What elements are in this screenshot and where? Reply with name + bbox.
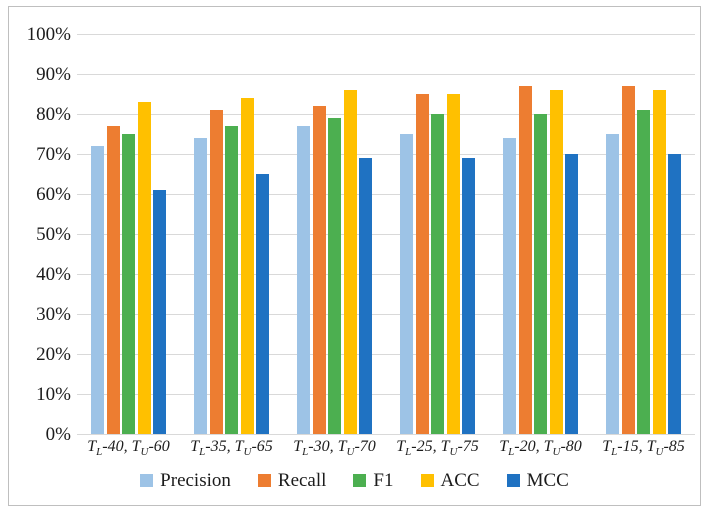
- x-tick-label-6: TL-15, TU-85: [602, 438, 685, 459]
- bar-f1-group4: [431, 114, 444, 434]
- y-tick-label: 40%: [36, 264, 71, 285]
- bar-f1-group2: [225, 126, 238, 434]
- bar-group-6: [606, 86, 681, 434]
- bar-recall-group5: [518, 86, 532, 434]
- x-tick-label-1: TL-40, TU-60: [87, 438, 170, 459]
- x-tick-label-4: TL-25, TU-75: [396, 438, 479, 459]
- bar-recall-group4: [415, 94, 429, 434]
- legend-item-acc: ACC: [420, 470, 480, 491]
- y-tick-label: 0%: [45, 424, 71, 445]
- bar-mcc-group1: [153, 190, 166, 434]
- legend-swatch-recall: [257, 474, 271, 487]
- bar-group-4: [400, 94, 475, 434]
- bar-acc-group4: [446, 94, 460, 434]
- y-tick-label: 20%: [36, 344, 71, 365]
- bar-acc-group3: [343, 90, 357, 434]
- legend-label: Precision: [160, 470, 231, 491]
- y-tick-label: 70%: [36, 144, 71, 165]
- bar-mcc-group4: [462, 158, 475, 434]
- gridline-100%: [77, 34, 695, 35]
- bar-recall-group6: [621, 86, 635, 434]
- bar-group-5: [503, 86, 578, 434]
- bar-group-3: [297, 90, 372, 434]
- legend-item-f1: F1: [353, 470, 394, 491]
- bar-recall-group1: [106, 126, 120, 434]
- gridline-10%: [77, 394, 695, 395]
- y-tick-label: 30%: [36, 304, 71, 325]
- bar-precision-group1: [91, 146, 104, 434]
- bar-precision-group6: [606, 134, 619, 434]
- legend-label: MCC: [526, 470, 569, 491]
- bar-f1-group1: [122, 134, 135, 434]
- bar-precision-group5: [503, 138, 516, 434]
- y-tick-label: 100%: [26, 24, 71, 45]
- gridline-30%: [77, 314, 695, 315]
- bar-precision-group3: [297, 126, 310, 434]
- bar-mcc-group6: [668, 154, 681, 434]
- legend-item-precision: Precision: [140, 471, 231, 490]
- legend-item-mcc: MCC: [506, 470, 569, 491]
- gridline-20%: [77, 354, 695, 355]
- x-tick-label-2: TL-35, TU-65: [190, 438, 273, 459]
- bar-recall-group3: [312, 106, 326, 434]
- gridline-80%: [77, 114, 695, 115]
- gridline-40%: [77, 274, 695, 275]
- legend-item-recall: Recall: [257, 470, 327, 491]
- bar-acc-group6: [652, 90, 666, 434]
- y-tick-label: 80%: [36, 104, 71, 125]
- legend: Precision Recall F1 ACC MCC: [9, 471, 700, 490]
- bar-mcc-group5: [565, 154, 578, 434]
- gridline-0%: [77, 434, 695, 435]
- bar-acc-group2: [240, 98, 254, 434]
- legend-label: ACC: [440, 470, 480, 491]
- bar-acc-group1: [137, 102, 151, 434]
- bar-precision-group4: [400, 134, 413, 434]
- gridline-60%: [77, 194, 695, 195]
- y-tick-label: 60%: [36, 184, 71, 205]
- bar-recall-group2: [209, 110, 223, 434]
- legend-swatch-mcc: [506, 474, 520, 487]
- bar-group-1: [91, 102, 166, 434]
- y-tick-label: 10%: [36, 384, 71, 405]
- bar-precision-group2: [194, 138, 207, 434]
- gridline-70%: [77, 154, 695, 155]
- bar-f1-group3: [328, 118, 341, 434]
- legend-label: F1: [373, 470, 394, 491]
- x-tick-label-5: TL-20, TU-80: [499, 438, 582, 459]
- bar-f1-group5: [534, 114, 547, 434]
- y-tick-label: 90%: [36, 64, 71, 85]
- y-tick-label: 50%: [36, 224, 71, 245]
- chart-frame: 0% 10% 20% 30% 40% 50% 60% 70% 80% 90% 100% TL-40,…: [8, 6, 701, 506]
- legend-swatch-precision: [140, 474, 154, 487]
- gridline-50%: [77, 234, 695, 235]
- legend-swatch-f1: [353, 474, 367, 487]
- bar-acc-group5: [549, 90, 563, 434]
- legend-swatch-acc: [420, 474, 434, 487]
- bar-group-2: [194, 98, 269, 434]
- bar-f1-group6: [637, 110, 650, 434]
- bar-mcc-group2: [256, 174, 269, 434]
- x-tick-label-3: TL-30, TU-70: [293, 438, 376, 459]
- legend-label: Recall: [277, 470, 327, 491]
- gridline-90%: [77, 74, 695, 75]
- bar-mcc-group3: [359, 158, 372, 434]
